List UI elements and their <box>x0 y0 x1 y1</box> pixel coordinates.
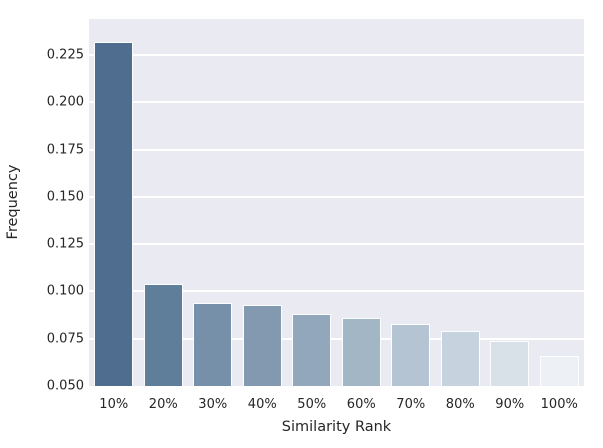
x-tick-label: 20% <box>148 397 178 412</box>
y-tick-label: 0.175 <box>46 142 84 158</box>
gridline <box>89 101 584 104</box>
bar-slot <box>287 19 337 386</box>
y-tick-label: 0.075 <box>46 331 84 347</box>
plot-area <box>89 19 584 386</box>
x-tick-label: 40% <box>247 397 277 412</box>
bar-slot <box>436 19 486 386</box>
x-tick-label: 50% <box>297 397 327 412</box>
y-tick-label: 0.100 <box>46 283 84 299</box>
bar-slot <box>337 19 387 386</box>
y-tick-label: 0.225 <box>46 47 84 63</box>
bar-90% <box>490 340 530 386</box>
y-tick-label: 0.200 <box>46 94 84 110</box>
gridline <box>89 53 584 56</box>
x-tick-label: 30% <box>198 397 228 412</box>
x-tick-label: 10% <box>99 397 129 412</box>
gridline <box>89 195 584 198</box>
bar-50% <box>292 314 332 386</box>
gridline <box>89 148 584 151</box>
y-tick-label: 0.125 <box>46 236 84 252</box>
bar-20% <box>143 283 183 386</box>
x-tick-label: 100% <box>540 397 578 412</box>
bar-40% <box>242 304 282 386</box>
bar-30% <box>193 302 233 386</box>
y-axis-ticks: 0.050 0.075 0.100 0.125 0.150 0.175 0.200 0.225 <box>0 19 84 392</box>
x-tick-label: 70% <box>396 397 426 412</box>
bars-layer <box>89 19 584 386</box>
gridline <box>89 243 584 246</box>
bar-slot <box>535 19 585 386</box>
gridline <box>89 290 584 293</box>
bar-60% <box>341 317 381 386</box>
x-axis-ticks: 10% 20% 30% 40% 50% 60% 70% 80% 90% 100% <box>89 397 584 413</box>
bar-slot <box>485 19 535 386</box>
bar-80% <box>440 331 480 386</box>
x-axis-label: Similarity Rank <box>281 419 392 435</box>
bar-slot <box>386 19 436 386</box>
bar-100% <box>539 355 579 386</box>
x-tick-label: 90% <box>495 397 525 412</box>
bar-slot <box>139 19 189 386</box>
bar-slot <box>238 19 288 386</box>
bar-10% <box>94 41 134 386</box>
bar-slot <box>188 19 238 386</box>
gridline <box>89 337 584 340</box>
grid-layer <box>89 19 584 386</box>
bar-70% <box>391 323 431 386</box>
y-tick-label: 0.050 <box>46 378 84 394</box>
x-tick-label: 80% <box>445 397 475 412</box>
y-tick-label: 0.150 <box>46 189 84 205</box>
x-tick-label: 60% <box>346 397 376 412</box>
bar-slot <box>89 19 139 386</box>
